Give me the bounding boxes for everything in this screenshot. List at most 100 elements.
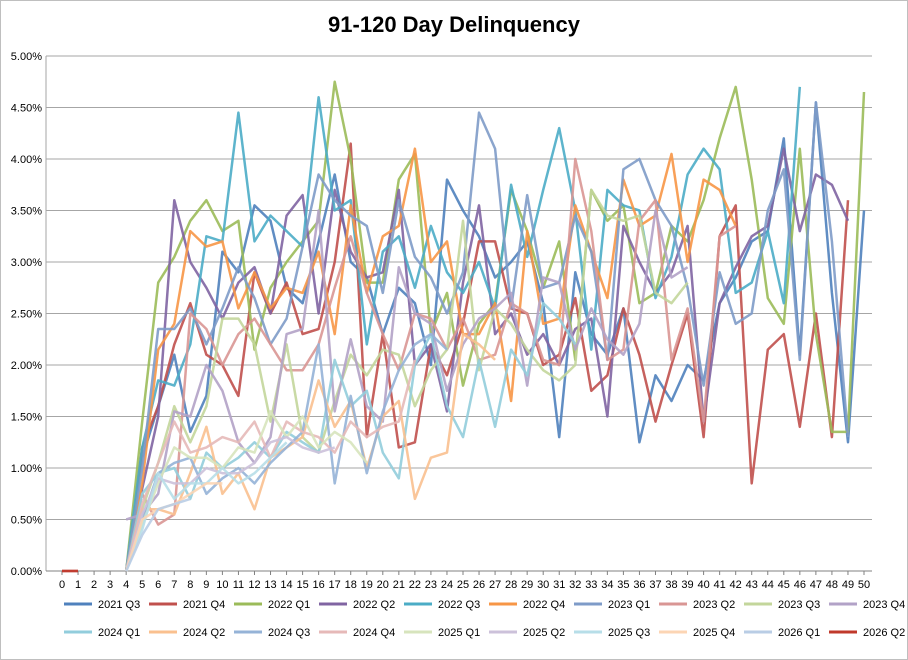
x-tick-label: 41 <box>714 579 726 591</box>
x-tick-label: 16 <box>313 579 325 591</box>
series-line <box>124 147 850 572</box>
x-tick-label: 4 <box>123 579 129 591</box>
series-lines <box>62 80 866 573</box>
x-tick-label: 25 <box>457 579 469 591</box>
x-tick-label: 1 <box>75 579 81 591</box>
x-tick-label: 45 <box>778 579 790 591</box>
legend-item: 2022 Q4 <box>489 599 565 611</box>
legend-label: 2022 Q4 <box>523 599 565 611</box>
y-tick-label: 0.00% <box>11 566 42 578</box>
legend-label: 2025 Q2 <box>523 627 565 639</box>
x-tick-label: 49 <box>842 579 854 591</box>
legend-label: 2022 Q3 <box>438 599 480 611</box>
series-line <box>125 332 448 572</box>
legend-item: 2023 Q4 <box>829 599 905 611</box>
x-tick-label: 6 <box>155 579 161 591</box>
x-tick-label: 48 <box>826 579 838 591</box>
y-tick-label: 3.00% <box>11 257 42 269</box>
x-tick-label: 50 <box>858 579 870 591</box>
legend-item: 2025 Q4 <box>659 627 735 639</box>
series-line <box>124 147 737 572</box>
legend-item: 2023 Q2 <box>659 599 735 611</box>
series-line <box>124 101 866 572</box>
legend-label: 2024 Q1 <box>98 627 140 639</box>
x-tick-label: 7 <box>171 579 177 591</box>
legend-item: 2024 Q4 <box>319 627 395 639</box>
legend-label: 2024 Q4 <box>353 627 395 639</box>
x-tick-label: 32 <box>569 579 581 591</box>
legend-label: 2026 Q2 <box>863 627 905 639</box>
x-tick-label: 18 <box>345 579 357 591</box>
y-tick-label: 1.50% <box>11 412 42 424</box>
y-tick-label: 0.50% <box>11 515 42 527</box>
x-tick-label: 9 <box>203 579 209 591</box>
series-line <box>125 209 689 521</box>
legend-item: 2025 Q3 <box>574 627 650 639</box>
series-line <box>124 332 496 572</box>
y-tick-label: 4.00% <box>11 154 42 166</box>
legend-label: 2021 Q4 <box>183 599 225 611</box>
x-tick-label: 15 <box>296 579 308 591</box>
series-line <box>124 101 850 572</box>
legend-item: 2024 Q3 <box>234 627 310 639</box>
x-tick-label: 29 <box>521 579 533 591</box>
legend-item: 2022 Q1 <box>234 599 310 611</box>
legend-item: 2021 Q3 <box>64 599 140 611</box>
x-tick-label: 22 <box>409 579 421 591</box>
x-tick-label: 44 <box>762 579 774 591</box>
x-tick-label: 31 <box>553 579 565 591</box>
x-tick-label: 43 <box>746 579 758 591</box>
legend-label: 2024 Q3 <box>268 627 310 639</box>
series-line <box>124 157 737 572</box>
x-tick-label: 39 <box>681 579 693 591</box>
y-tick-label: 1.00% <box>11 463 42 475</box>
x-tick-label: 0 <box>59 579 65 591</box>
legend-label: 2023 Q2 <box>693 599 735 611</box>
x-tick-label: 46 <box>794 579 806 591</box>
legend-item: 2026 Q2 <box>829 627 905 639</box>
x-tick-label: 23 <box>425 579 437 591</box>
x-tick-label: 5 <box>139 579 145 591</box>
series-line <box>124 86 802 572</box>
legend-item: 2021 Q4 <box>149 599 225 611</box>
x-tick-label: 21 <box>393 579 405 591</box>
x-tick-label: 13 <box>264 579 276 591</box>
legend-label: 2022 Q2 <box>353 599 395 611</box>
legend-item: 2024 Q1 <box>64 627 140 639</box>
x-tick-label: 28 <box>505 579 517 591</box>
legend-label: 2023 Q3 <box>778 599 820 611</box>
x-tick-label: 37 <box>649 579 661 591</box>
legend-label: 2021 Q3 <box>98 599 140 611</box>
y-tick-label: 2.00% <box>11 360 42 372</box>
x-tick-label: 19 <box>361 579 373 591</box>
x-tick-label: 24 <box>441 579 453 591</box>
y-tick-label: 5.00% <box>11 51 42 63</box>
legend-item: 2022 Q3 <box>404 599 480 611</box>
legend-item: 2024 Q2 <box>149 627 225 639</box>
x-tick-label: 34 <box>601 579 613 591</box>
legend-label: 2023 Q4 <box>863 599 905 611</box>
y-tick-label: 3.50% <box>11 206 42 218</box>
x-tick-label: 47 <box>810 579 822 591</box>
x-tick-label: 12 <box>248 579 260 591</box>
x-tick-label: 38 <box>665 579 677 591</box>
x-tick-label: 2 <box>91 579 97 591</box>
x-tick-label: 11 <box>233 579 244 591</box>
x-tick-label: 36 <box>633 579 645 591</box>
x-tick-label: 14 <box>280 579 292 591</box>
x-tick-label: 33 <box>585 579 597 591</box>
legend-label: 2023 Q1 <box>608 599 650 611</box>
legend-label: 2025 Q3 <box>608 627 650 639</box>
chart-title: 91-120 Day Delinquency <box>328 12 580 37</box>
x-tick-label: 8 <box>187 579 193 591</box>
series-line <box>125 410 368 572</box>
x-tick-label: 3 <box>107 579 113 591</box>
series-line <box>124 188 689 572</box>
x-tick-label: 17 <box>329 579 341 591</box>
x-tick-label: 40 <box>697 579 709 591</box>
legend-label: 2026 Q1 <box>778 627 820 639</box>
legend-item: 2023 Q1 <box>574 599 650 611</box>
legend-label: 2022 Q1 <box>268 599 310 611</box>
legend: 2021 Q3 2021 Q4 2022 Q1 2022 Q2 2022 Q3 2022 … <box>64 599 905 639</box>
